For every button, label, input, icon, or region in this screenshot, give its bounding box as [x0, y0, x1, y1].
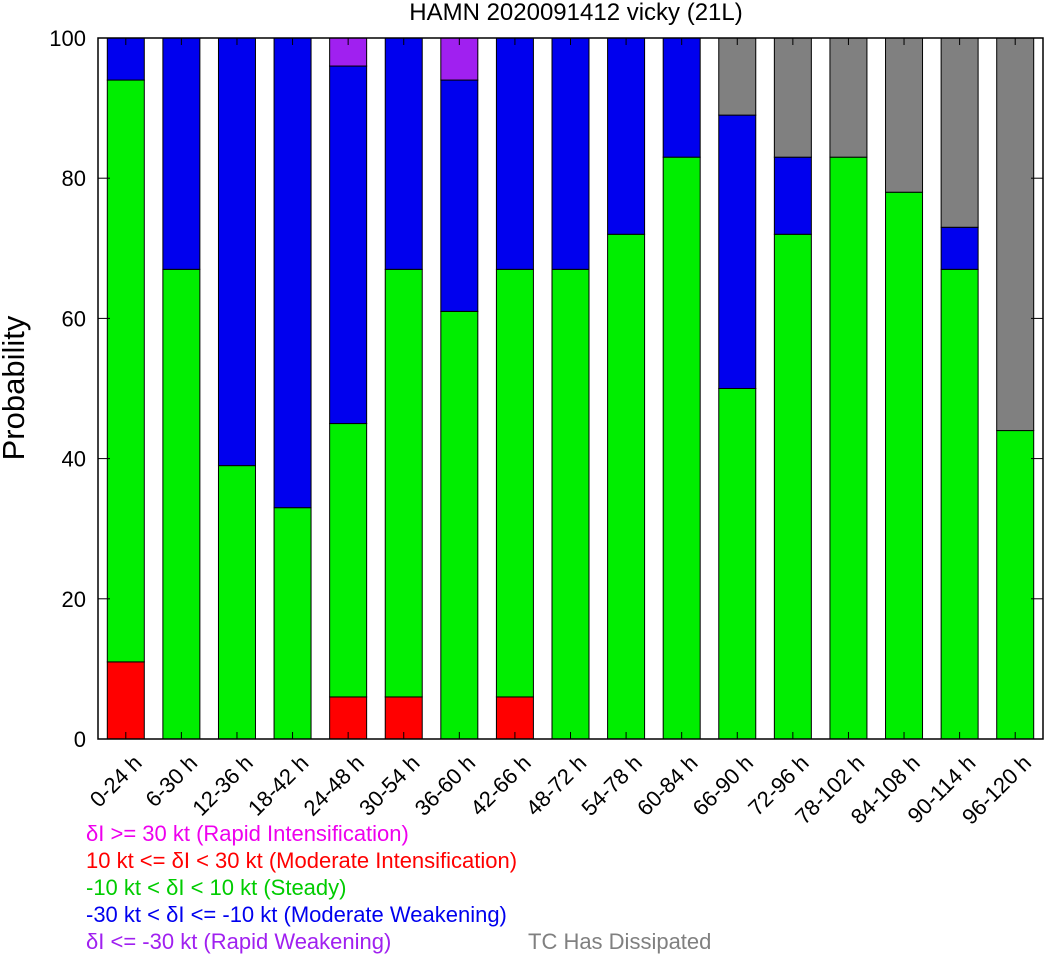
bar-segment-steady-9 [607, 233, 646, 740]
bar-segment-moderate_intensification-4 [329, 696, 368, 740]
bar-segment-steady-7 [495, 268, 534, 698]
y-tick-label: 80 [62, 166, 86, 191]
bar-segment-dissipated-16 [996, 37, 1035, 432]
bar-segment-moderate_weakening-15 [940, 226, 979, 270]
bar-segment-dissipated-15 [940, 37, 979, 228]
x-tick-label: 30-54 h [354, 750, 424, 820]
x-tick-label: 66-90 h [688, 750, 758, 820]
bar-segment-moderate_weakening-8 [551, 37, 590, 270]
bar-segment-dissipated-14 [885, 37, 924, 193]
legend-rapid-intensification: δI >= 30 kt (Rapid Intensification) [86, 821, 409, 846]
y-tick-label: 100 [49, 26, 86, 51]
y-tick-label: 0 [74, 727, 86, 752]
bar-segment-steady-13 [829, 156, 868, 740]
bar-segment-steady-15 [940, 268, 979, 740]
bar-segment-moderate_weakening-11 [718, 114, 757, 390]
bar-segment-dissipated-12 [773, 37, 812, 158]
bar-segment-steady-10 [662, 156, 701, 740]
bar-segment-moderate_weakening-1 [162, 37, 201, 270]
x-tick-label: 48-72 h [521, 750, 591, 820]
y-tick-label: 60 [62, 306, 86, 331]
legend-rapid-weakening: δI <= -30 kt (Rapid Weakening) [86, 929, 392, 954]
bar-segment-moderate_weakening-4 [329, 65, 368, 425]
bar-segment-moderate_weakening-3 [273, 37, 312, 509]
chart-title: HAMN 2020091412 vicky (21L) [409, 0, 743, 26]
bar-segment-steady-2 [217, 465, 256, 740]
bar-segment-moderate_weakening-10 [662, 37, 701, 158]
bar-segment-dissipated-11 [718, 37, 757, 116]
bar-segment-moderate_intensification-7 [495, 696, 534, 740]
bar-segment-rapid_weakening-6 [440, 37, 479, 81]
bar-segment-moderate_weakening-7 [495, 37, 534, 270]
bars-layer [106, 37, 1035, 740]
bar-segment-steady-14 [885, 191, 924, 740]
bar-segment-moderate_intensification-5 [384, 696, 423, 740]
x-tick-label: 12-36 h [187, 750, 257, 820]
x-tick-label: 54-78 h [576, 750, 646, 820]
bar-segment-steady-12 [773, 233, 812, 740]
bar-segment-steady-0 [106, 79, 145, 663]
bar-segment-moderate_weakening-6 [440, 79, 479, 312]
bar-segment-steady-16 [996, 430, 1035, 740]
bar-segment-steady-1 [162, 268, 201, 740]
x-tick-label: 0-24 h [85, 750, 147, 812]
legend-dissipated: TC Has Dissipated [528, 929, 712, 954]
y-tick-label: 40 [62, 447, 86, 472]
x-tick-label: 36-60 h [410, 750, 480, 820]
bar-segment-moderate_intensification-0 [106, 661, 145, 740]
legend-moderate-weakening: -30 kt < δI <= -10 kt (Moderate Weakenin… [86, 902, 507, 927]
bar-segment-moderate_weakening-2 [217, 37, 256, 467]
legend-moderate-intensification: 10 kt <= δI < 30 kt (Moderate Intensific… [86, 848, 518, 873]
x-tick-label: 24-48 h [299, 750, 369, 820]
bar-segment-moderate_weakening-0 [106, 37, 145, 81]
bar-segment-steady-6 [440, 310, 479, 740]
bar-segment-dissipated-13 [829, 37, 868, 158]
bar-segment-moderate_weakening-12 [773, 156, 812, 235]
bar-segment-steady-11 [718, 388, 757, 740]
bar-segment-steady-5 [384, 268, 423, 698]
legend-steady: -10 kt < δI < 10 kt (Steady) [86, 875, 347, 900]
bar-segment-steady-4 [329, 423, 368, 698]
y-tick-label: 20 [62, 587, 86, 612]
bar-segment-moderate_weakening-9 [607, 37, 646, 235]
y-axis-label: Probability [0, 315, 31, 460]
x-tick-label: 18-42 h [243, 750, 313, 820]
bar-segment-steady-8 [551, 268, 590, 740]
plot-frame [97, 37, 1044, 740]
bar-segment-moderate_weakening-5 [384, 37, 423, 270]
x-tick-label: 42-66 h [465, 750, 535, 820]
x-tick-label: 60-84 h [632, 750, 702, 820]
bar-segment-steady-3 [273, 507, 312, 740]
